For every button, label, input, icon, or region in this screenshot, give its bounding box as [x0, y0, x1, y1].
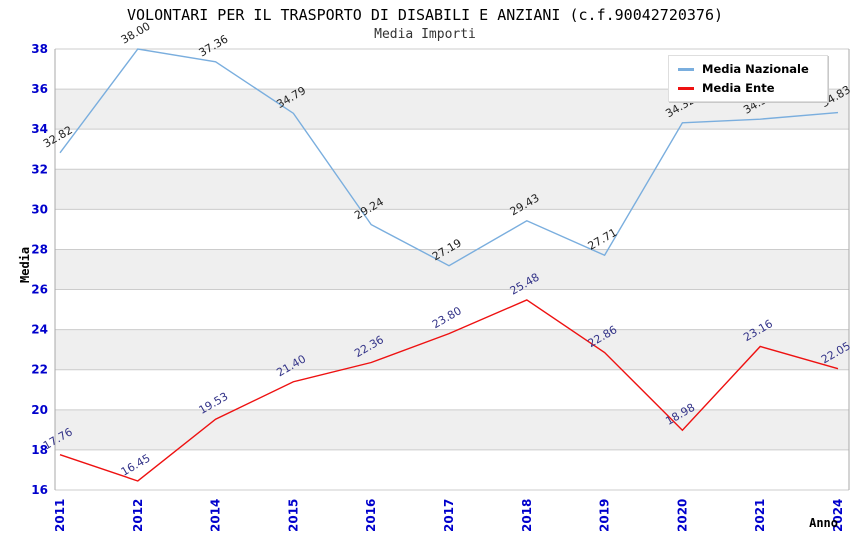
y-tick-label: 34 [31, 122, 48, 136]
x-tick-label: 2019 [598, 499, 612, 532]
legend-label: Media Ente [702, 81, 775, 95]
x-tick-label: 2021 [753, 499, 767, 532]
chart-subtitle: Media Importi [374, 27, 476, 42]
plot-band [55, 169, 849, 210]
y-axis-title: Media [18, 247, 32, 283]
plot-band [55, 329, 849, 370]
line-swatch-icon [678, 86, 694, 90]
y-tick-label: 26 [31, 283, 48, 297]
x-tick-label: 2015 [286, 499, 300, 532]
x-tick-label: 2018 [520, 499, 534, 532]
y-tick-label: 24 [31, 323, 48, 337]
x-axis-title: Anno [809, 516, 838, 530]
y-tick-label: 28 [31, 242, 48, 256]
legend-item-media-ente: Media Ente [678, 81, 818, 95]
y-tick-label: 20 [31, 403, 48, 417]
y-tick-label: 32 [31, 162, 48, 176]
plot-band [55, 249, 849, 290]
y-tick-label: 18 [31, 443, 48, 457]
y-tick-label: 36 [31, 82, 48, 96]
x-tick-label: 2011 [53, 499, 67, 532]
series-line-nazionale [59, 48, 839, 267]
x-tick-label: 2016 [364, 499, 378, 532]
series-line-ente [59, 299, 839, 482]
y-tick-label: 22 [31, 363, 48, 377]
legend-item-media-nazionale: Media Nazionale [678, 62, 818, 76]
y-tick-label: 16 [31, 483, 48, 497]
x-tick-label: 2014 [209, 499, 223, 532]
data-label: 38.00 [119, 20, 153, 47]
chart-title: VOLONTARI PER IL TRASPORTO DI DISABILI E… [126, 6, 724, 24]
data-label: 23.80 [430, 304, 464, 331]
y-tick-label: 38 [31, 42, 48, 56]
legend-label: Media Nazionale [702, 62, 809, 76]
line-swatch-icon [678, 67, 694, 71]
legend: Media Nazionale Media Ente [668, 55, 828, 102]
x-tick-label: 2024 [831, 499, 845, 532]
x-tick-label: 2020 [675, 499, 689, 532]
data-label: 37.36 [197, 32, 231, 59]
data-label: 16.45 [119, 452, 153, 479]
data-label: 27.71 [586, 226, 620, 253]
y-tick-label: 30 [31, 202, 48, 216]
x-tick-label: 2012 [131, 499, 145, 532]
x-tick-label: 2017 [442, 499, 456, 532]
plot-band [55, 409, 849, 450]
